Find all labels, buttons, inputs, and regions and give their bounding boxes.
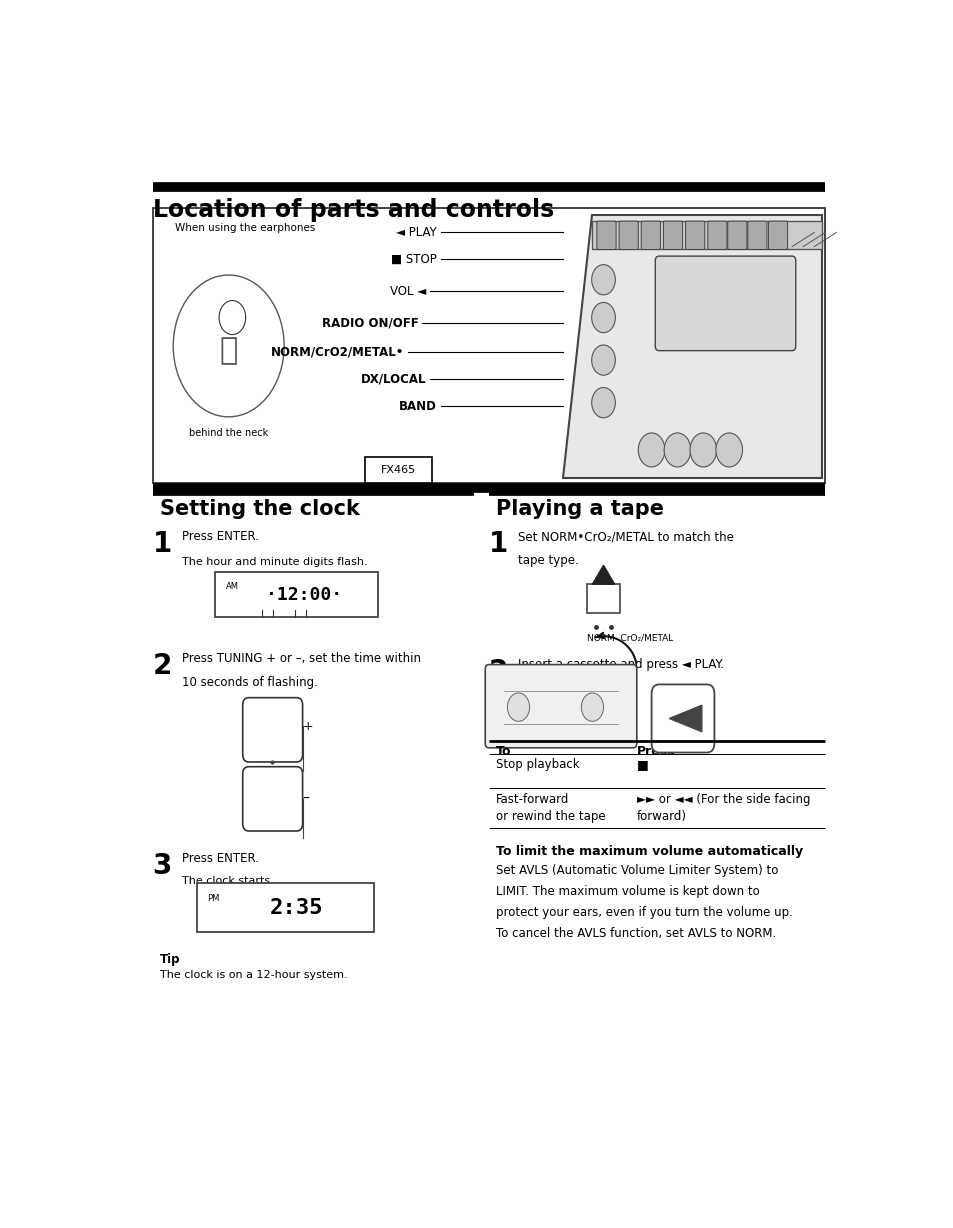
Circle shape — [219, 301, 246, 334]
Circle shape — [638, 433, 664, 467]
Text: NORM  CrO₂/METAL: NORM CrO₂/METAL — [586, 634, 672, 642]
FancyBboxPatch shape — [485, 664, 637, 748]
FancyBboxPatch shape — [242, 698, 302, 761]
FancyBboxPatch shape — [597, 221, 616, 249]
Text: BAND: BAND — [399, 400, 436, 413]
Circle shape — [507, 693, 529, 721]
Text: RADIO ON/OFF: RADIO ON/OFF — [321, 317, 418, 330]
Text: ·12:00·: ·12:00· — [266, 586, 342, 604]
Text: The hour and minute digits flash.: The hour and minute digits flash. — [182, 556, 367, 567]
Bar — [196, 883, 374, 932]
Text: +: + — [302, 720, 313, 733]
Circle shape — [689, 433, 716, 467]
Text: Insert a cassette and press ◄ PLAY.: Insert a cassette and press ◄ PLAY. — [518, 658, 723, 670]
Text: LIMIT. The maximum volume is kept down to: LIMIT. The maximum volume is kept down t… — [496, 885, 760, 898]
FancyBboxPatch shape — [662, 221, 682, 249]
Text: ■: ■ — [637, 758, 648, 771]
Text: Press: Press — [637, 745, 675, 758]
Bar — [592, 221, 821, 249]
Bar — [152, 208, 824, 483]
FancyBboxPatch shape — [707, 221, 726, 249]
Text: Press ENTER.: Press ENTER. — [182, 852, 259, 865]
Circle shape — [591, 345, 615, 376]
Text: 2: 2 — [488, 658, 508, 686]
Text: NORM/CrO2/METAL•: NORM/CrO2/METAL• — [271, 345, 403, 359]
Text: When using the earphones: When using the earphones — [174, 223, 314, 233]
Text: To: To — [496, 745, 511, 758]
FancyBboxPatch shape — [242, 766, 302, 831]
Text: 2: 2 — [152, 652, 172, 680]
Bar — [587, 585, 619, 613]
FancyBboxPatch shape — [727, 221, 746, 249]
Polygon shape — [592, 565, 614, 585]
FancyBboxPatch shape — [618, 221, 638, 249]
Text: Press ENTER.: Press ENTER. — [182, 530, 259, 543]
Text: Tip: Tip — [160, 953, 180, 966]
Polygon shape — [669, 705, 701, 732]
FancyBboxPatch shape — [767, 221, 787, 249]
Text: Location of parts and controls: Location of parts and controls — [152, 199, 553, 222]
FancyBboxPatch shape — [685, 221, 704, 249]
Circle shape — [591, 302, 615, 333]
Polygon shape — [562, 215, 821, 478]
Text: PLAY: PLAY — [664, 690, 697, 704]
Text: tape type.: tape type. — [518, 554, 578, 567]
Text: Stop playback: Stop playback — [496, 758, 579, 771]
Text: Setting the clock: Setting the clock — [160, 499, 359, 519]
Text: To limit the maximum volume automatically: To limit the maximum volume automaticall… — [496, 845, 802, 858]
Text: Press TUNING + or –, set the time within: Press TUNING + or –, set the time within — [182, 652, 420, 666]
Text: behind the neck: behind the neck — [189, 429, 268, 438]
Circle shape — [173, 275, 284, 416]
Text: DX/LOCAL: DX/LOCAL — [360, 372, 426, 386]
Text: To cancel the AVLS function, set AVLS to NORM.: To cancel the AVLS function, set AVLS to… — [496, 926, 776, 939]
Text: ◄ PLAY: ◄ PLAY — [396, 226, 436, 239]
Text: The clock starts.: The clock starts. — [182, 877, 274, 887]
Text: forward): forward) — [637, 810, 686, 823]
Text: or rewind the tape: or rewind the tape — [496, 810, 605, 823]
Text: 2:35: 2:35 — [270, 898, 323, 917]
Text: 1: 1 — [488, 530, 508, 559]
Text: ■ STOP: ■ STOP — [391, 253, 436, 265]
Text: 〶: 〶 — [219, 336, 237, 365]
Circle shape — [663, 433, 690, 467]
Text: The clock is on a 12-hour system.: The clock is on a 12-hour system. — [160, 970, 347, 980]
FancyBboxPatch shape — [747, 221, 766, 249]
Text: Playing a tape: Playing a tape — [496, 499, 663, 519]
Circle shape — [591, 388, 615, 418]
Text: 1: 1 — [152, 530, 172, 559]
FancyBboxPatch shape — [364, 457, 432, 483]
Text: FX465: FX465 — [380, 464, 416, 475]
Text: protect your ears, even if you turn the volume up.: protect your ears, even if you turn the … — [496, 906, 792, 919]
Text: 3: 3 — [152, 852, 172, 879]
Text: 10 seconds of flashing.: 10 seconds of flashing. — [182, 675, 317, 689]
FancyBboxPatch shape — [651, 684, 714, 753]
Text: Set AVLS (Automatic Volume Limiter System) to: Set AVLS (Automatic Volume Limiter Syste… — [496, 865, 778, 877]
Text: VOL ◄: VOL ◄ — [390, 285, 426, 297]
Text: TUNING: TUNING — [254, 698, 294, 707]
Circle shape — [580, 693, 603, 721]
Text: Fast-forward: Fast-forward — [496, 793, 569, 806]
Text: AM: AM — [226, 582, 238, 591]
FancyBboxPatch shape — [640, 221, 659, 249]
Text: ►► or ◄◄ (For the side facing: ►► or ◄◄ (For the side facing — [637, 793, 809, 806]
Bar — [215, 572, 377, 618]
Circle shape — [591, 264, 615, 295]
FancyBboxPatch shape — [655, 257, 795, 351]
Circle shape — [715, 433, 741, 467]
Text: PM: PM — [207, 894, 219, 903]
Text: Set NORM•CrO₂/METAL to match the: Set NORM•CrO₂/METAL to match the — [518, 530, 734, 543]
Text: –: – — [302, 792, 309, 806]
